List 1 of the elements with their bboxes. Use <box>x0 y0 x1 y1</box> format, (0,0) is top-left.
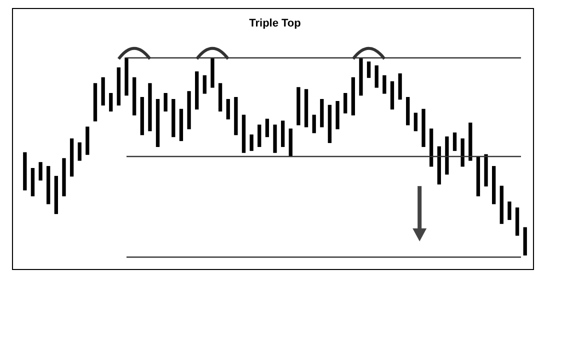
chart-title: Triple Top <box>249 18 302 30</box>
